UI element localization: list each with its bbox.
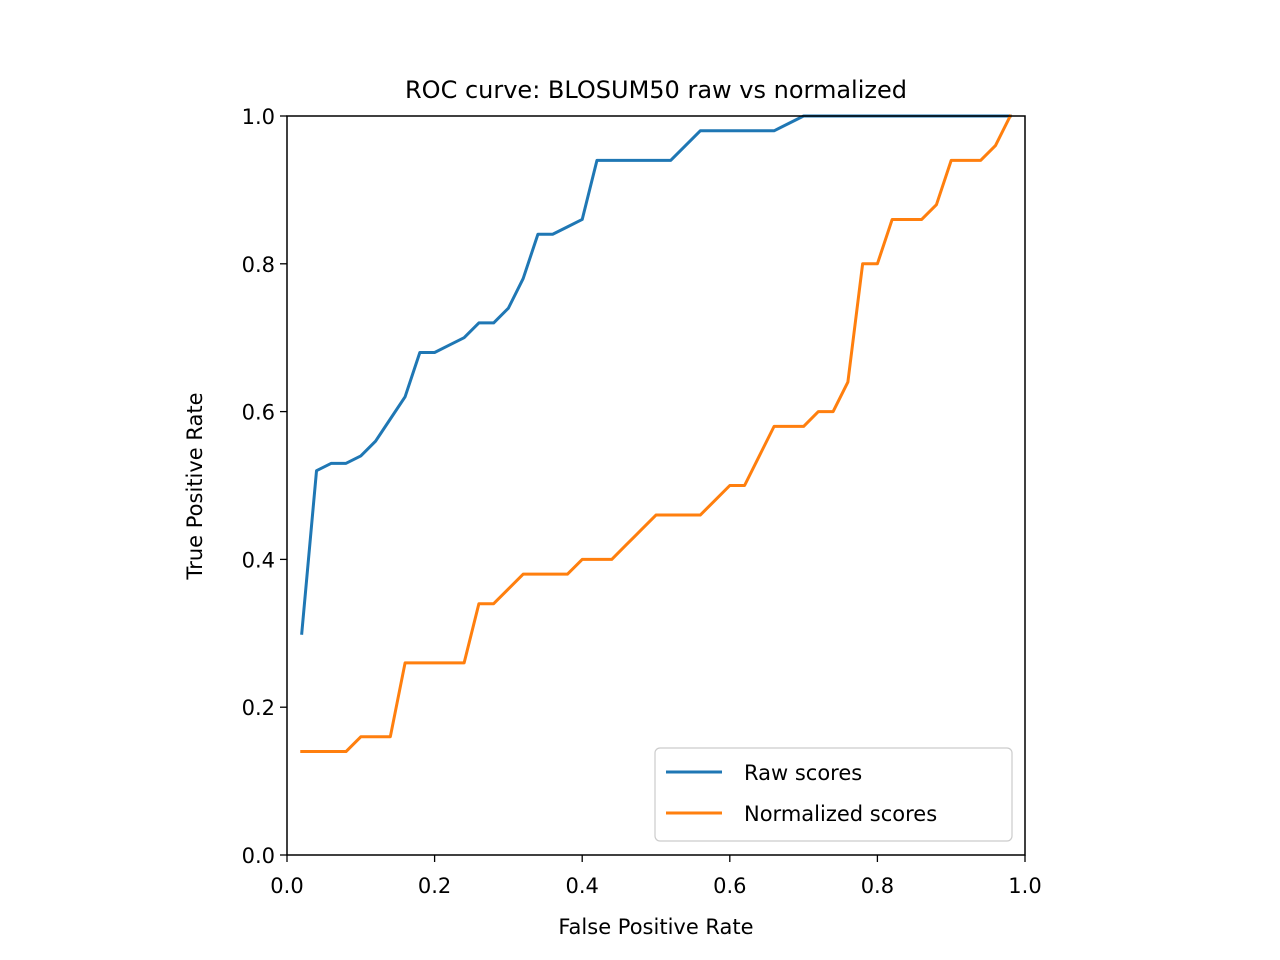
x-tick-label-1: 0.2 [418, 874, 451, 898]
y-tick-label-2: 0.4 [242, 548, 275, 572]
series-line-normalized-scores [300, 113, 1013, 754]
y-tick-label-3: 0.6 [242, 401, 275, 425]
x-tick-label-3: 0.6 [713, 874, 746, 898]
plot-frame [286, 115, 1026, 856]
x-tick-label-0: 0.0 [270, 874, 303, 898]
y-tick-label-1: 0.2 [242, 696, 275, 720]
legend-label-raw-scores: Raw scores [744, 761, 862, 785]
y-axis: 0.0 0.2 0.4 0.6 0.8 1.0 [242, 105, 287, 868]
x-tick-label-4: 0.8 [861, 874, 894, 898]
x-axis: 0.0 0.2 0.4 0.6 0.8 1.0 [270, 855, 1042, 898]
x-axis-label: False Positive Rate [558, 915, 753, 939]
y-axis-label: True Positive Rate [183, 392, 207, 580]
plot-area [287, 116, 1025, 855]
y-tick-label-4: 0.8 [242, 253, 275, 277]
legend: Raw scores Normalized scores [654, 747, 1013, 842]
x-tick-label-5: 1.0 [1008, 874, 1041, 898]
chart-title: ROC curve: BLOSUM50 raw vs normalized [405, 76, 907, 104]
x-tick-label-2: 0.4 [565, 874, 598, 898]
legend-box [654, 747, 1013, 842]
legend-label-normalized-scores: Normalized scores [744, 802, 937, 826]
y-tick-label-0: 0.0 [242, 844, 275, 868]
y-tick-label-5: 1.0 [242, 105, 275, 129]
